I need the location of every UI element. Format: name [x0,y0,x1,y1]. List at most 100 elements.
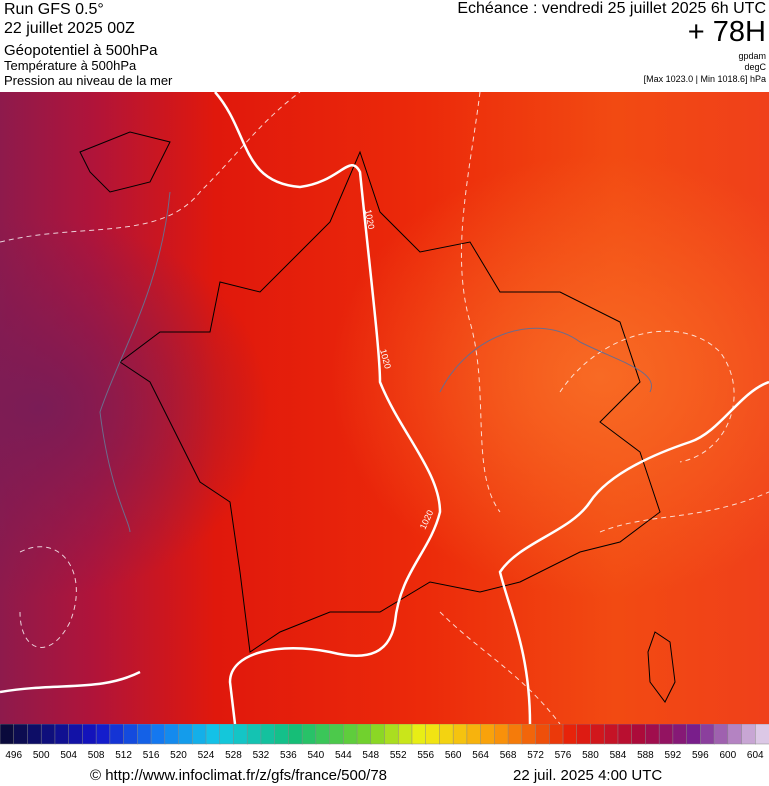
color-swatch [219,724,235,745]
unit: gpdam [738,51,766,61]
color-swatch [95,724,111,745]
run: Run GFS 0.5° [4,1,104,18]
colorbar-label: 568 [500,750,517,761]
color-swatch [82,724,97,745]
color-swatch [27,724,42,745]
color-swatch [507,724,523,745]
colorbar-label: 524 [198,750,215,761]
colorbar-label: 528 [225,750,242,761]
color-swatch [480,724,496,745]
color-swatch [494,724,509,745]
colorbar: 496 500 504 508 512 516 520 524 528 532 536 540 544 5… [0,724,769,761]
color-swatch [0,724,15,745]
color-swatch [700,724,715,745]
color-swatch [603,724,619,745]
color-swatch [384,724,399,745]
color-swatch [562,724,578,745]
colorbar-label: 596 [692,750,709,761]
contour-label: 1020 [363,209,376,230]
map: 1020 1020 1020 [0,92,769,724]
colorbar-label: 508 [88,750,105,761]
color-swatch [741,724,757,745]
color-swatch [315,724,331,745]
color-swatch [205,724,221,745]
color-swatch [411,724,427,745]
color-swatch [755,724,769,745]
source: © http://www.infoclimat.fr/z/gfs/france/… [90,767,388,784]
field: Géopotentiel à 500hPa [4,42,158,59]
field-shade [0,92,769,724]
color-swatch [150,724,166,745]
color-swatch [370,724,386,745]
colorbar-label: 572 [527,750,544,761]
color-swatch [260,724,276,745]
field: Pression au niveau de la mer [4,73,173,88]
color-swatch [13,724,29,745]
color-swatch [727,724,743,745]
unit: degC [744,62,766,72]
colorbar-label: 512 [115,750,132,761]
colorbar-label: 600 [719,750,736,761]
colorbar-label: 552 [390,750,407,761]
color-swatch [274,724,290,745]
color-swatch [54,724,70,745]
colorbar-label: 532 [253,750,270,761]
colorbar-label: 604 [747,750,764,761]
coastline [79,131,676,703]
color-swatch [40,724,56,745]
colorbar-label: 580 [582,750,599,761]
color-swatch [343,724,358,745]
color-swatch [329,724,345,745]
color-swatch [425,724,441,745]
color-swatch [672,724,688,745]
color-swatch [466,724,482,745]
colorbar-label: 576 [555,750,572,761]
color-swatch [590,724,605,745]
min-max: [Max 1023.0 | Min 1018.6] hPa [643,74,766,84]
color-swatch [521,724,537,745]
colorbar-label: 496 [5,750,22,761]
color-swatch [68,724,84,745]
color-swatch [192,724,207,745]
colorbar-label: 520 [170,750,187,761]
color-swatch [178,724,193,745]
color-swatch [109,724,125,745]
color-swatch [658,724,674,745]
isobar [0,92,769,724]
colorbar-label: 500 [33,750,50,761]
temperature-contour [99,191,653,533]
color-swatch [164,724,180,745]
colorbar-label: 560 [445,750,462,761]
colorbar-label: 592 [665,750,682,761]
valid-time: 22 juil. 2025 4:00 UTC [513,767,663,784]
color-swatch [233,724,248,745]
color-swatch [246,724,262,745]
run-date: 22 juillet 2025 00Z [4,20,135,37]
colorbar-label: 544 [335,750,352,761]
color-swatch [713,724,729,745]
color-swatch [549,724,564,745]
colorbar-label: 540 [307,750,324,761]
isotherm [0,92,769,724]
echeance: Echéance : vendredi 25 juillet 2025 6h U… [457,0,766,17]
colorbar-label: 588 [637,750,654,761]
color-swatch [288,724,303,745]
color-swatch [576,724,592,745]
color-swatch [452,724,468,745]
colorbar-label: 564 [472,750,489,761]
color-swatch [645,724,660,745]
colorbar-label: 504 [60,750,77,761]
colorbar-label: 516 [143,750,160,761]
field: Température à 500hPa [4,58,137,73]
color-swatch [686,724,702,745]
color-swatch [535,724,551,745]
color-swatch [439,724,454,745]
color-swatch [356,724,372,745]
color-swatch [301,724,317,745]
color-swatch [123,724,139,745]
color-swatch [631,724,647,745]
color-swatch [137,724,152,745]
color-swatch [397,724,413,745]
colorbar-label: 536 [280,750,297,761]
